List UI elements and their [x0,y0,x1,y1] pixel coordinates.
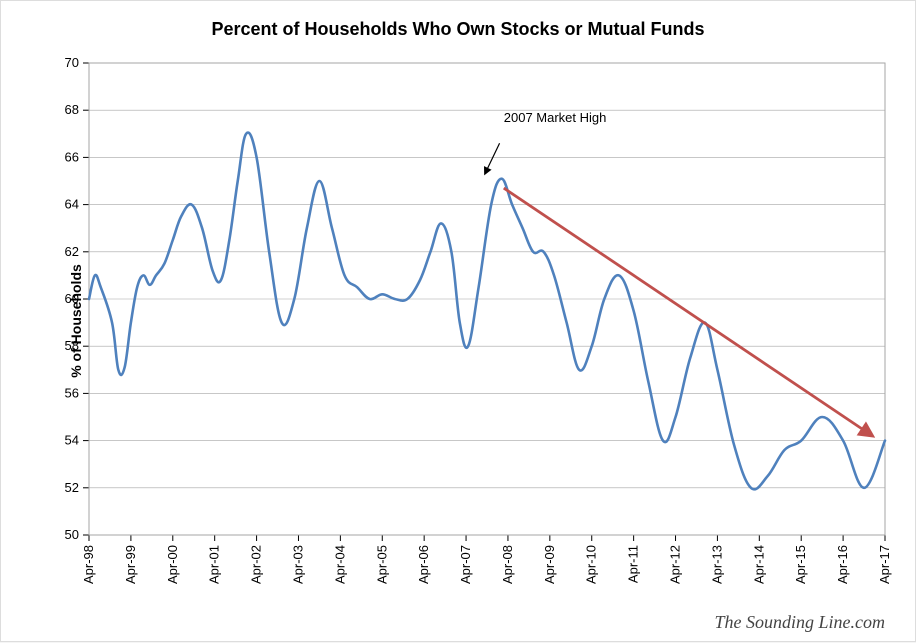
svg-text:2007 Market High: 2007 Market High [504,110,607,125]
svg-text:Apr-99: Apr-99 [123,545,138,584]
svg-text:Apr-09: Apr-09 [542,545,557,584]
svg-text:Apr-05: Apr-05 [374,545,389,584]
svg-text:66: 66 [65,149,79,164]
svg-text:50: 50 [65,527,79,542]
svg-text:Apr-00: Apr-00 [165,545,180,584]
svg-text:Apr-01: Apr-01 [207,545,222,584]
svg-text:Apr-06: Apr-06 [416,545,431,584]
svg-text:54: 54 [65,433,79,448]
svg-text:Apr-17: Apr-17 [877,545,892,584]
chart-title: Percent of Households Who Own Stocks or … [1,19,915,40]
svg-text:Apr-02: Apr-02 [249,545,264,584]
svg-text:Apr-15: Apr-15 [793,545,808,584]
svg-text:64: 64 [65,197,79,212]
svg-text:Apr-13: Apr-13 [709,545,724,584]
svg-text:62: 62 [65,244,79,259]
svg-text:Apr-08: Apr-08 [500,545,515,584]
svg-text:Apr-12: Apr-12 [668,545,683,584]
svg-text:Apr-14: Apr-14 [751,545,766,584]
svg-text:68: 68 [65,102,79,117]
svg-text:Apr-16: Apr-16 [835,545,850,584]
svg-text:Apr-98: Apr-98 [81,545,96,584]
svg-text:Apr-03: Apr-03 [290,545,305,584]
chart-frame: Percent of Households Who Own Stocks or … [0,0,916,642]
chart-svg: 5052545658606264666870Apr-98Apr-99Apr-00… [1,1,916,643]
svg-text:Apr-04: Apr-04 [332,545,347,584]
svg-text:70: 70 [65,55,79,70]
svg-text:Apr-10: Apr-10 [584,545,599,584]
credit-text: The Sounding Line.com [715,612,886,633]
y-axis-label: % of Households [68,264,84,378]
svg-text:Apr-07: Apr-07 [458,545,473,584]
svg-text:56: 56 [65,385,79,400]
svg-text:52: 52 [65,480,79,495]
svg-text:Apr-11: Apr-11 [626,545,641,583]
